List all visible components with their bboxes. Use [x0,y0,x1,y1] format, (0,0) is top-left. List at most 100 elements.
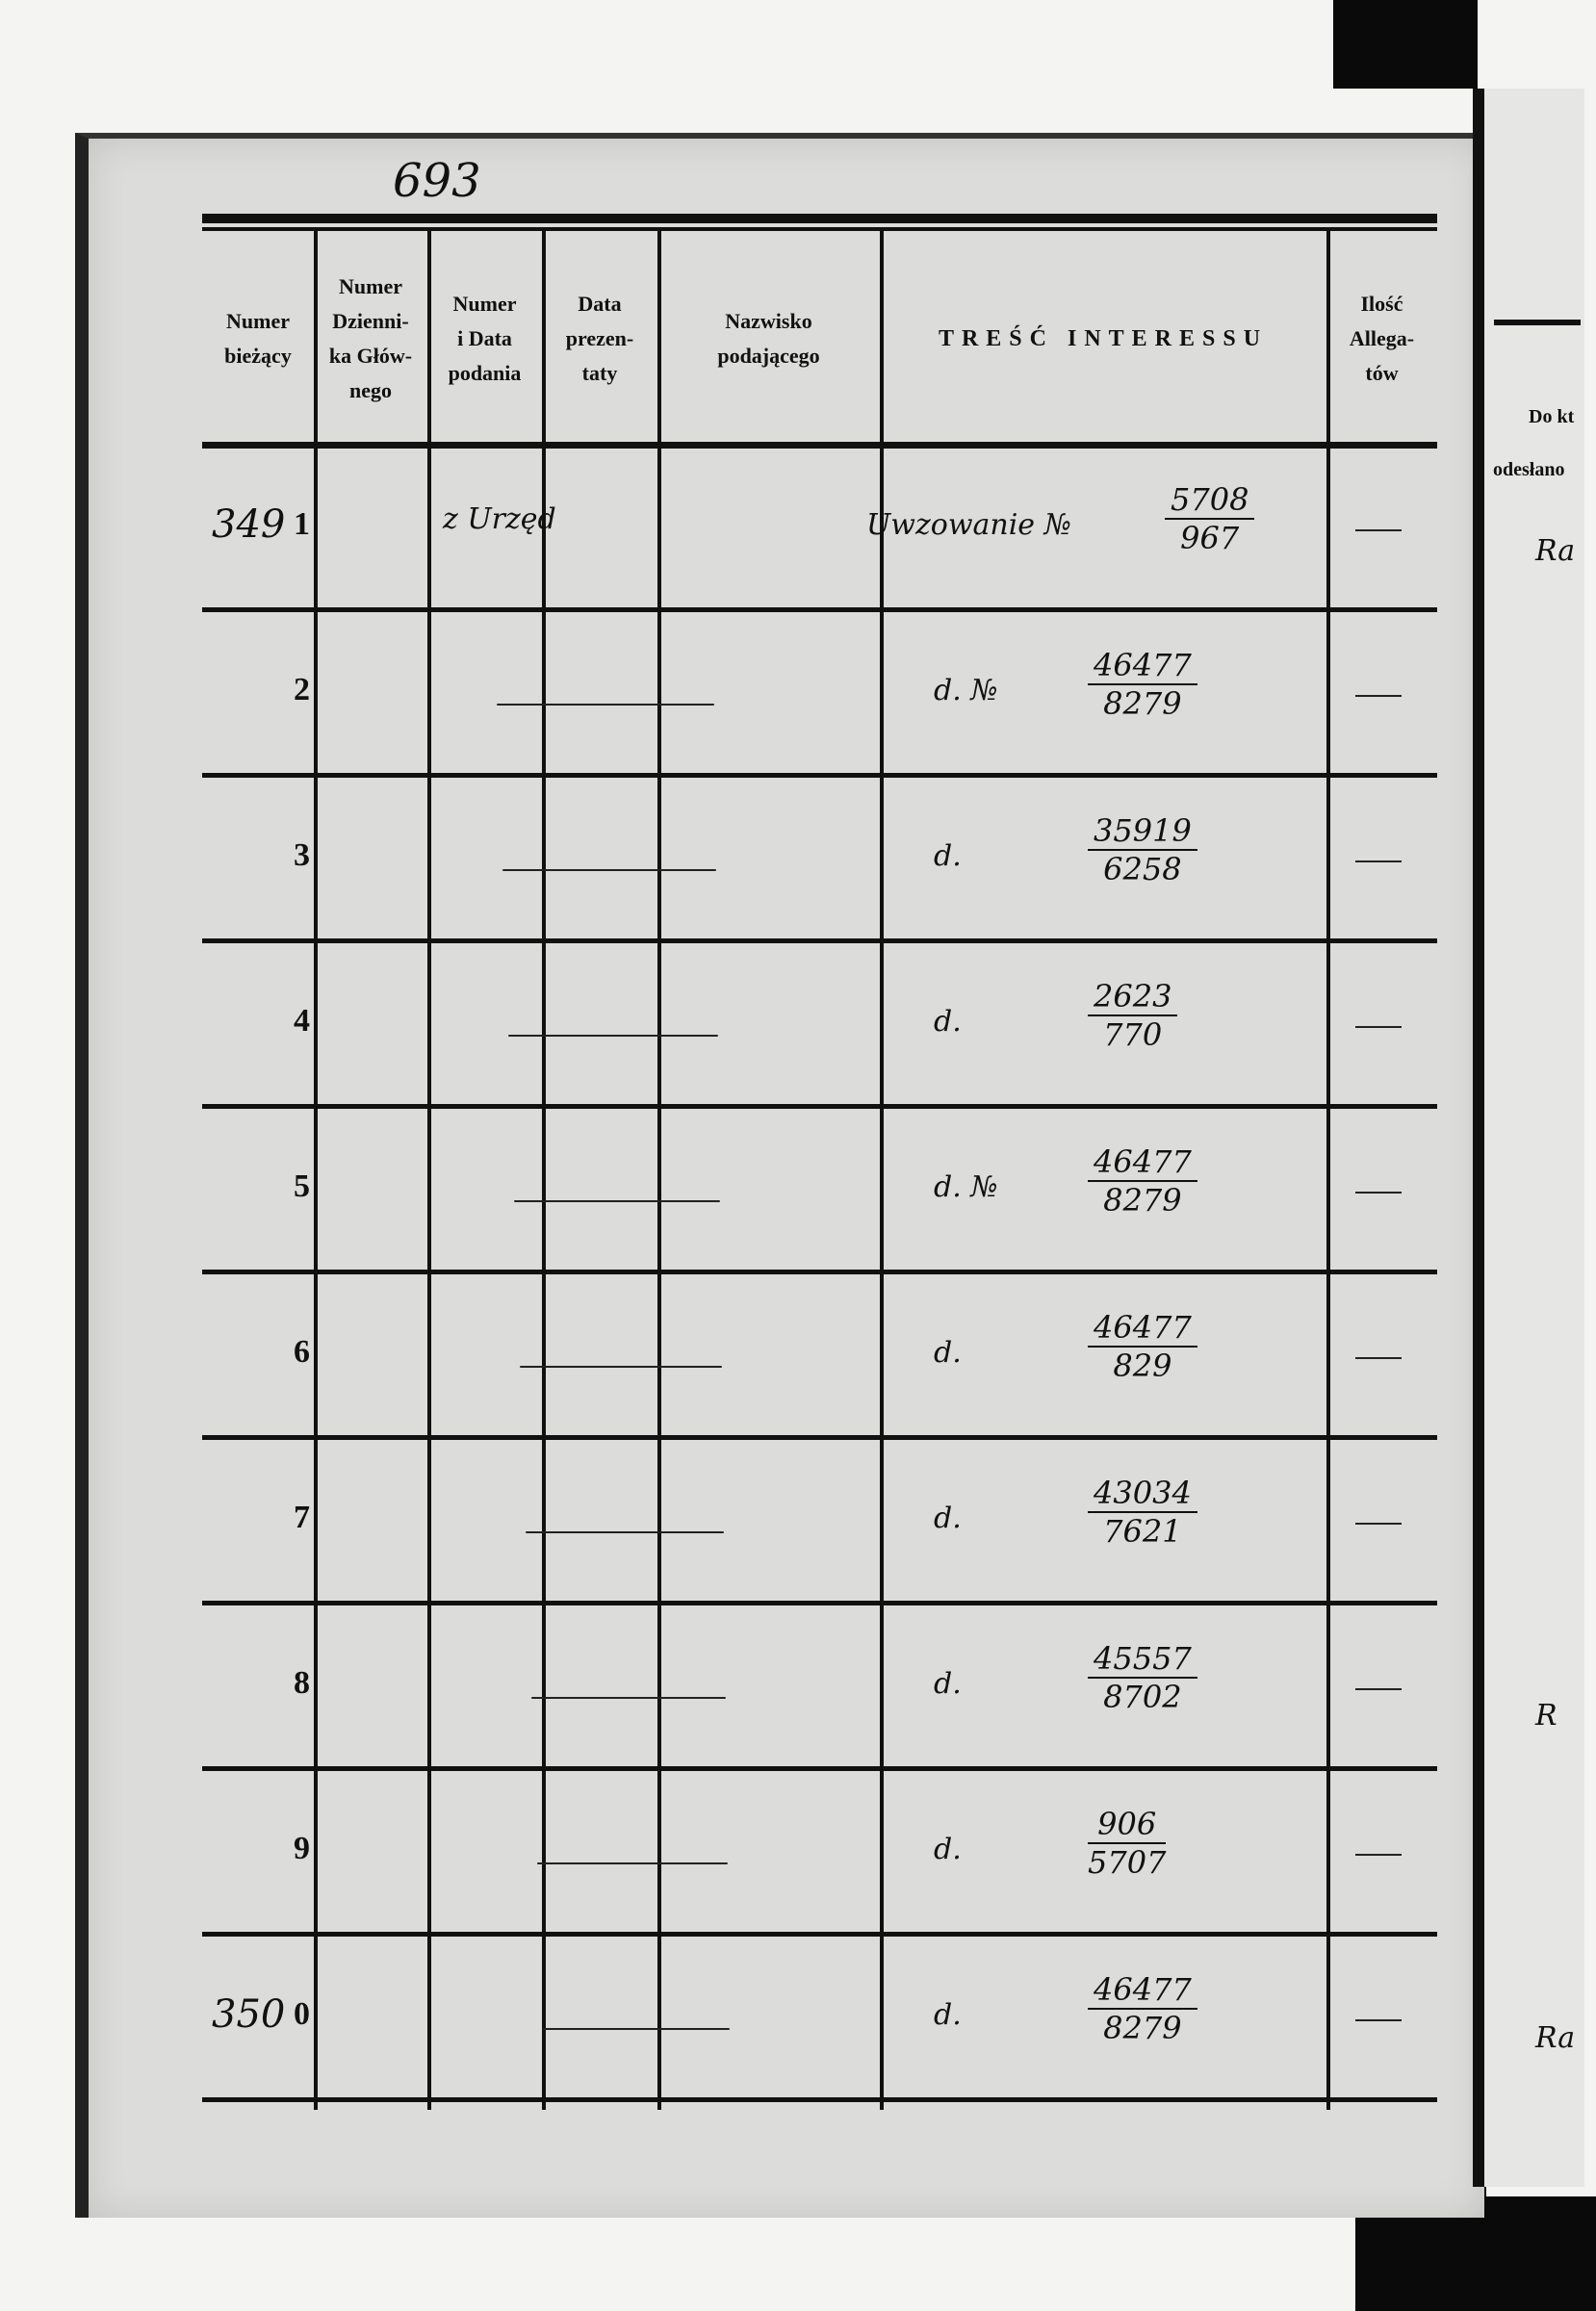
tresc-text: d. [934,1336,962,1370]
header-text: Numer [226,309,290,333]
row-rule [202,1270,1437,1274]
ordinal-number: 1 [294,506,310,542]
row-rule [202,1766,1437,1771]
fraction-numerator: 46477 [1088,1309,1197,1348]
tresc-text: Uwzowanie № [866,508,1071,542]
table-row: 2 d. № 46477 8279 [202,612,1437,778]
table-row: 9 d. 906 5707 [202,1771,1437,1937]
register-table: Numer bieżący Numer Dzienni-ka Głów-nego Num… [202,214,1437,2110]
reference-fraction: 46477 829 [1088,1309,1197,1384]
fraction-denominator: 8279 [1103,2010,1182,2046]
ordinal-number: 8 [294,1665,310,1701]
tresc-text: d. [934,1502,962,1535]
header-text: Nazwisko [725,309,812,333]
row-rule [202,442,1437,449]
column-rule [427,231,431,2110]
allegaty-dash [1355,529,1402,531]
reference-fraction: 46477 8279 [1088,1971,1197,2046]
row-rule [202,1435,1437,1440]
fraction-denominator: 7621 [1103,1513,1182,1550]
ledger-page [75,133,1484,2218]
ditto-line [502,869,716,871]
allegaty-dash [1355,1854,1402,1856]
fraction-denominator: 829 [1113,1348,1172,1384]
ditto-line [526,1531,724,1533]
fraction-numerator: 46477 [1088,647,1197,685]
right-entry: Ra [1535,2021,1576,2055]
table-row: 5 d. № 46477 8279 [202,1109,1437,1274]
fraction-numerator: 35919 [1088,812,1197,851]
right-entry: Ra [1535,534,1576,568]
podania-text: z Urzęd [443,502,556,536]
column-rule [880,231,884,2110]
entry-prefix: 350 [212,1992,286,2037]
allegaty-dash [1355,695,1402,697]
reference-fraction: 43034 7621 [1088,1475,1197,1550]
column-header: Numer Dzienni-ka Głów-nego [314,243,427,435]
fraction-denominator: 8279 [1103,685,1182,722]
header-text: bieżący [224,344,292,368]
fraction-denominator: 770 [1103,1016,1163,1053]
column-rule [542,231,546,2110]
tresc-text: d. [934,1005,962,1039]
header-text: podania [448,361,522,385]
right-header-1: Do kt [1529,406,1575,427]
ordinal-number: 4 [294,1003,310,1039]
fraction-denominator: 6258 [1103,851,1182,887]
allegaty-dash [1355,1688,1402,1690]
fraction-numerator: 46477 [1088,1971,1197,2010]
fraction-denominator: 8279 [1103,1182,1182,1219]
allegaty-dash [1355,2019,1402,2021]
entry-prefix: 349 [212,502,286,547]
header-text: tów [1365,361,1399,385]
column-header: Numer i Data podania [427,243,542,435]
ordinal-number: 6 [294,1334,310,1370]
row-rule [202,1932,1437,1937]
header-text: Allega- [1349,326,1415,350]
top-rule-thin [202,227,1437,231]
fraction-numerator: 46477 [1088,1143,1197,1182]
ditto-line [497,704,714,706]
tresc-text: d. [934,1998,962,2032]
column-rule [657,231,661,2110]
header-text: taty [581,361,618,385]
row-rule [202,607,1437,612]
tresc-text: d. № [934,1170,998,1204]
header-text: TREŚĆ INTERESSU [938,326,1269,351]
table-row: 3 d. 35919 6258 [202,778,1437,943]
allegaty-dash [1355,1523,1402,1525]
header-text: Ilość [1360,292,1403,316]
header-text: ka Głów- [328,344,413,368]
column-header: Data prezen-taty [542,243,657,435]
ordinal-number: 0 [294,1996,310,2032]
top-rule [202,214,1437,223]
table-row: 7 d. 43034 7621 [202,1440,1437,1605]
row-rule [202,773,1437,778]
fraction-numerator: 2623 [1088,978,1178,1016]
allegaty-dash [1355,1026,1402,1028]
ditto-line [514,1200,720,1202]
row-rule [202,2097,1437,2102]
reference-fraction: 46477 8279 [1088,1143,1197,1219]
reference-fraction: 906 5707 [1088,1806,1167,1881]
table-row: 349 1 z Urzęd Uwzowanie № 5708 967 [202,447,1437,612]
fraction-numerator: 45557 [1088,1640,1197,1679]
allegaty-dash [1355,1357,1402,1359]
reference-fraction: 35919 6258 [1088,812,1197,887]
table-row: 350 0 d. 46477 8279 [202,1937,1437,2102]
tresc-text: d. [934,839,962,873]
ordinal-number: 9 [294,1831,310,1866]
column-rule [314,231,318,2110]
fraction-denominator: 967 [1180,520,1240,556]
facing-page: Do kt odesłano [1473,89,1584,2187]
fraction-numerator: 43034 [1088,1475,1197,1513]
right-header-rule [1494,320,1581,325]
ditto-line [508,1035,718,1037]
reference-fraction: 45557 8702 [1088,1640,1197,1715]
right-entry: R [1535,1699,1557,1733]
header-text: Data [578,292,622,316]
ordinal-number: 7 [294,1500,310,1535]
header-text: podającego [717,344,820,368]
row-rule [202,938,1437,943]
tresc-text: d. [934,1833,962,1866]
